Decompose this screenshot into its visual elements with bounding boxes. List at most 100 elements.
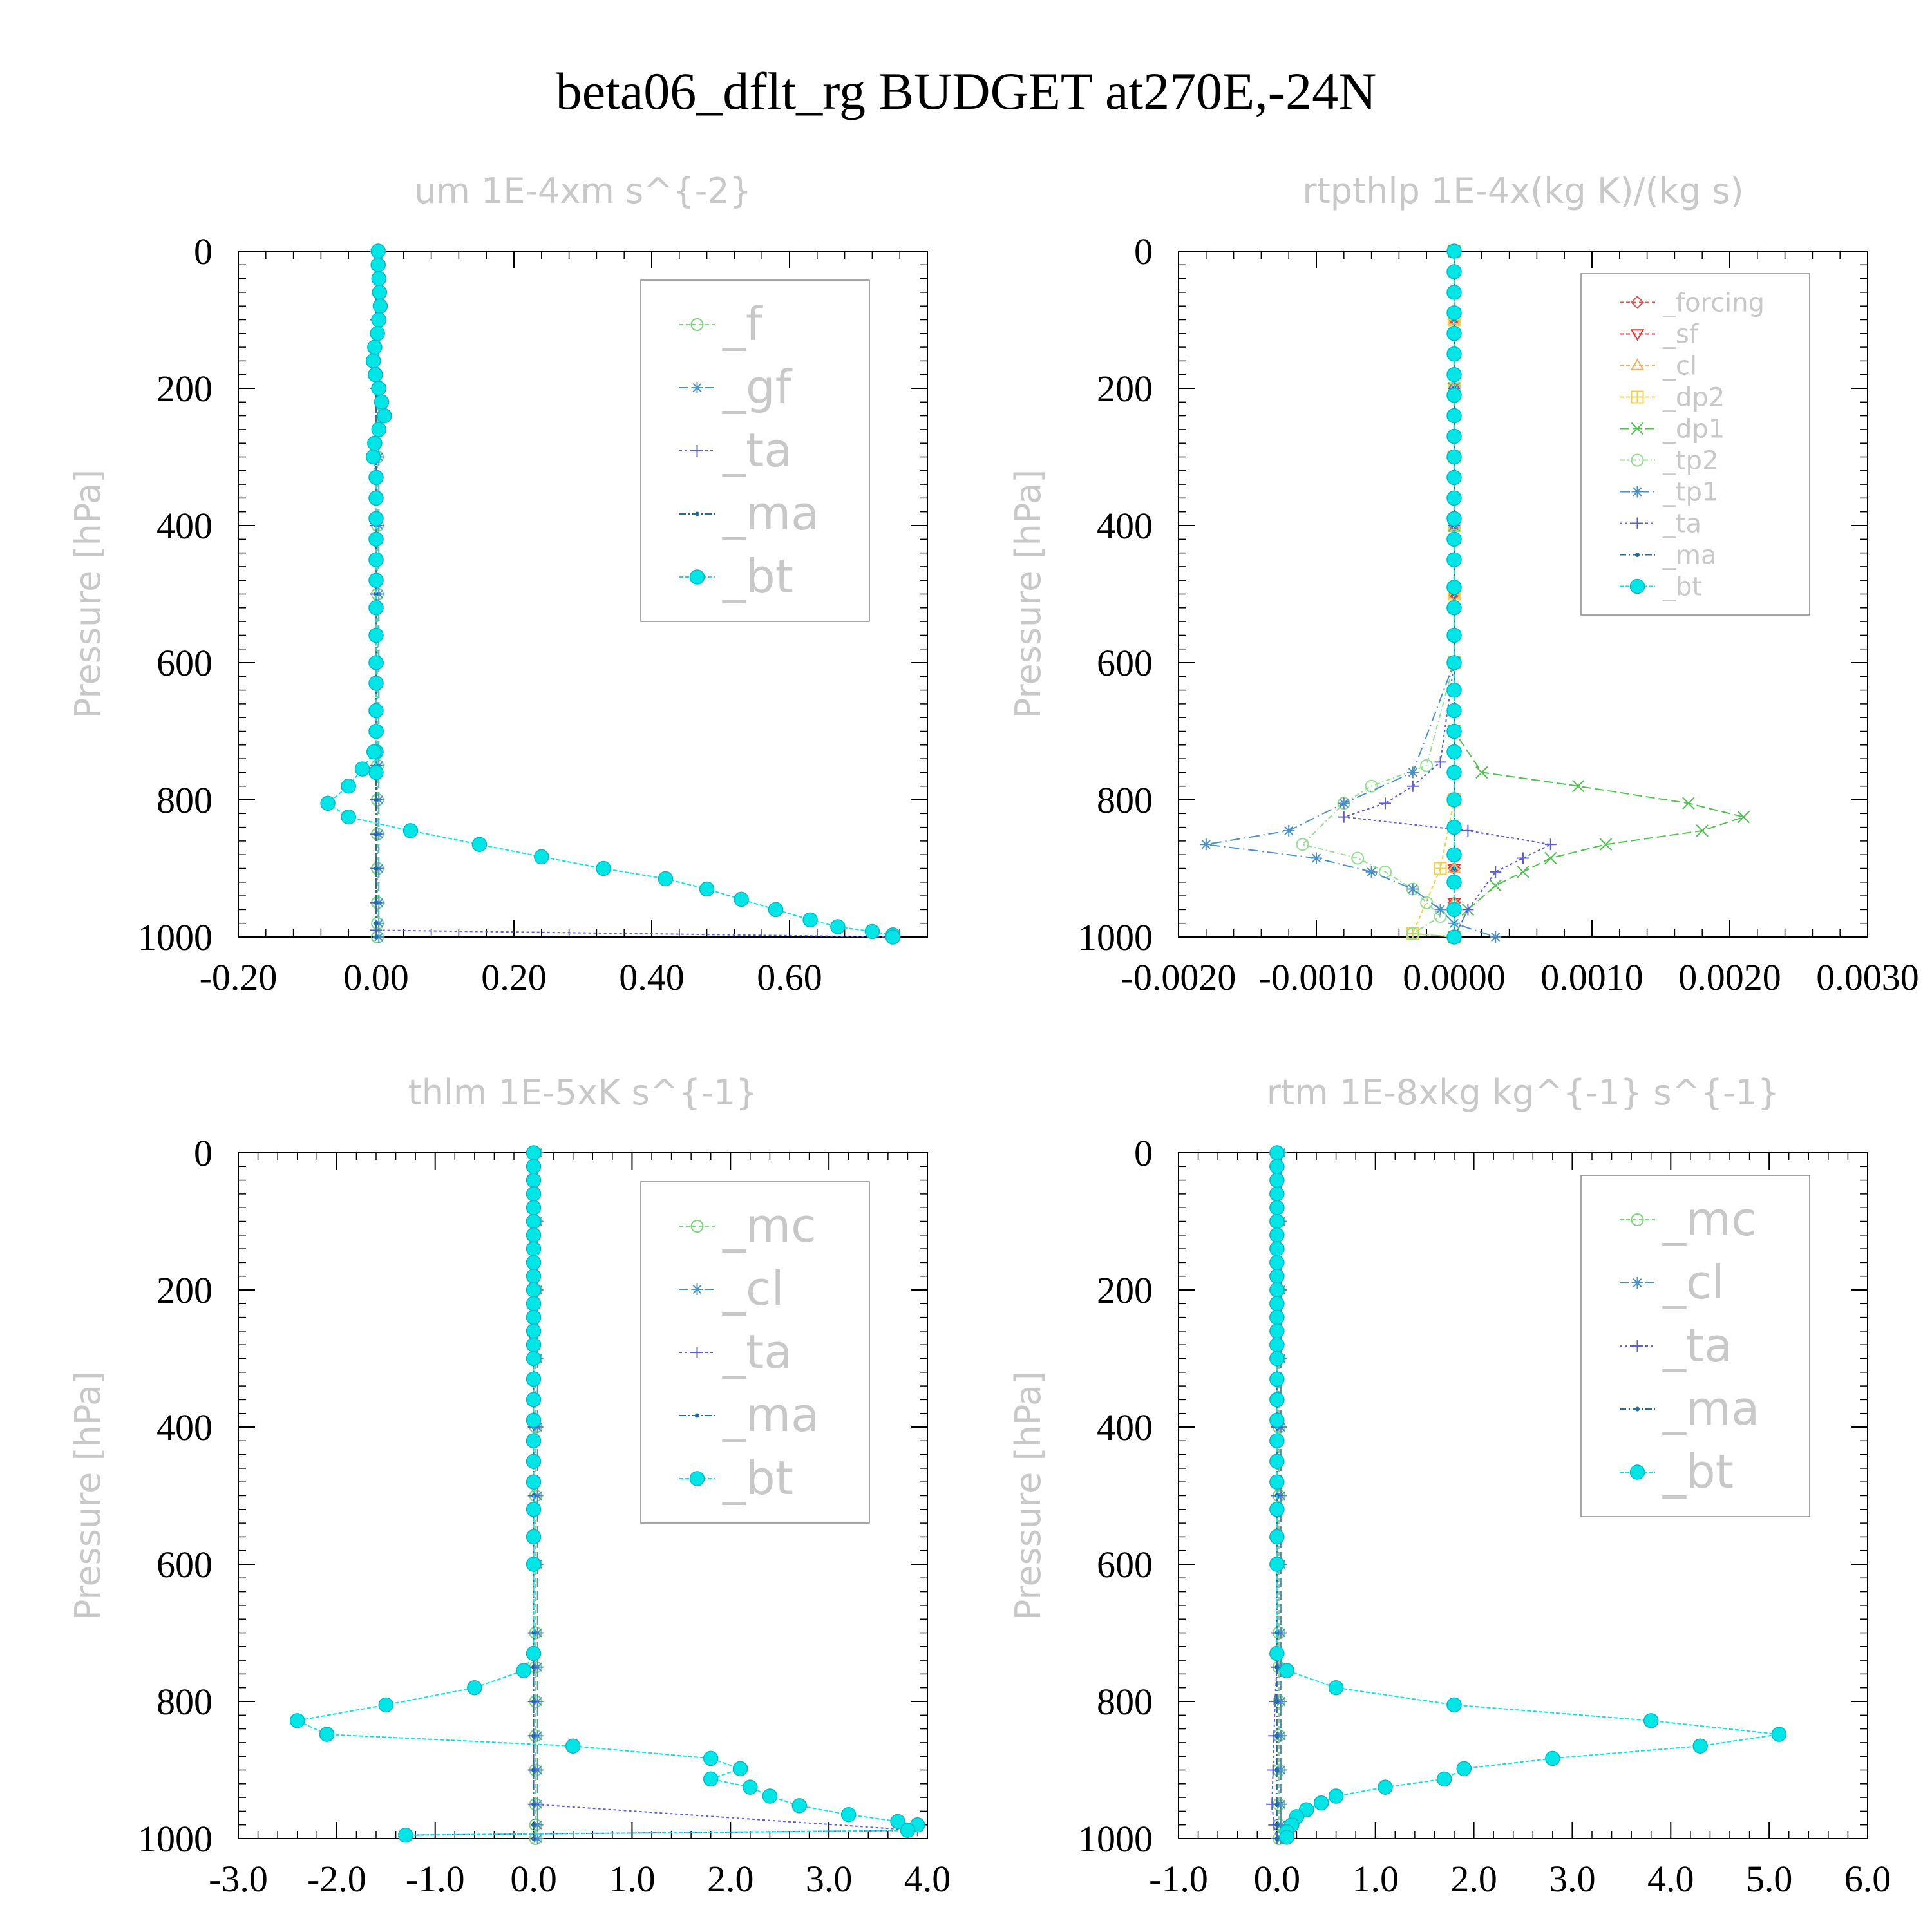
legend-label: _cl: [1662, 1255, 1725, 1309]
data-point: [526, 1392, 542, 1408]
data-point: [732, 1761, 748, 1777]
data-point: [1328, 1788, 1344, 1804]
data-point: [1274, 1768, 1280, 1772]
legend-marker: [1630, 329, 1645, 341]
legend-label: _gf: [722, 360, 793, 414]
data-point: [402, 823, 419, 838]
data-point: [531, 1631, 536, 1635]
data-point: [1269, 1474, 1285, 1490]
data-point: [1269, 1282, 1285, 1298]
y-tick-label: 600: [156, 1544, 213, 1586]
data-point: [368, 655, 384, 670]
figure-title: beta06_dflt_rg BUDGET at270E,-24N: [555, 62, 1377, 120]
y-tick-label: 0: [1134, 1132, 1153, 1174]
series_bt: [1269, 1145, 1787, 1845]
data-point: [1599, 838, 1613, 851]
data-point: [368, 723, 384, 739]
data-point: [371, 312, 387, 328]
legend-marker: [695, 511, 699, 516]
data-point: [370, 243, 386, 259]
x-tick-label: 2.0: [707, 1858, 754, 1900]
panel-title: rtpthlp 1E-4x(kg K)/(kg s): [1302, 171, 1743, 211]
x-tick-label: 0.20: [481, 956, 547, 998]
data-point: [374, 921, 379, 926]
data-point: [368, 366, 383, 383]
data-point: [526, 1241, 542, 1256]
data-point: [1296, 838, 1309, 851]
data-point: [1351, 851, 1365, 865]
y-tick-label: 200: [156, 1269, 213, 1311]
data-point: [1446, 600, 1462, 616]
y-tick-label: 1000: [1078, 1818, 1153, 1860]
legend-label: _dp1: [1662, 415, 1725, 444]
data-point: [1269, 1454, 1285, 1469]
data-point: [526, 1502, 542, 1517]
data-point: [531, 1733, 536, 1738]
data-point: [1571, 779, 1585, 793]
data-point: [365, 353, 381, 369]
data-point: [1406, 927, 1419, 940]
data-point: [526, 1255, 542, 1271]
data-point: [1279, 1663, 1294, 1678]
data-point: [526, 1337, 542, 1352]
data-point: [371, 422, 387, 437]
data-point: [840, 1806, 857, 1823]
data-point: [1283, 824, 1295, 837]
data-point: [1406, 780, 1419, 792]
data-point: [1446, 243, 1462, 259]
legend-marker: [691, 445, 703, 457]
data-point: [1269, 1337, 1285, 1352]
data-point: [1643, 1713, 1659, 1728]
data-point: [1274, 1798, 1287, 1810]
legend-label: _bt: [722, 549, 793, 603]
data-point: [1446, 902, 1462, 918]
data-point: [1269, 1200, 1285, 1215]
legend-label: _ma: [1662, 1381, 1759, 1435]
legend-label: _ta: [722, 1325, 792, 1379]
data-point: [1269, 1412, 1285, 1428]
data-point: [1378, 1779, 1393, 1795]
data-point: [368, 676, 384, 691]
data-point: [377, 408, 392, 424]
data-point: [1446, 469, 1462, 486]
data-point: [368, 469, 384, 486]
y-tick-label: 200: [156, 368, 213, 410]
data-point: [1269, 1323, 1285, 1339]
x-tick-label: 4.0: [904, 1858, 951, 1900]
legend-label: _ta: [722, 423, 792, 477]
panel-title: rtm 1E-8xkg kg^{-1} s^{-1}: [1267, 1072, 1780, 1113]
data-point: [1436, 1771, 1452, 1787]
data-point: [1269, 1296, 1285, 1312]
data-point: [365, 449, 381, 465]
data-point: [526, 1412, 542, 1428]
data-point: [1269, 1350, 1285, 1367]
data-point: [1490, 931, 1502, 943]
data-point: [374, 831, 379, 837]
legend-box: [1580, 1175, 1810, 1517]
data-point: [1456, 1761, 1472, 1777]
y-tick-label: 1000: [138, 1818, 213, 1860]
data-point: [1446, 552, 1462, 567]
data-point: [1544, 851, 1557, 865]
data-point: [1269, 1392, 1285, 1408]
data-point: [1269, 1645, 1285, 1662]
y-tick-label: 0: [194, 1132, 213, 1174]
data-point: [1269, 1309, 1285, 1325]
data-point: [368, 573, 384, 588]
data-point: [1446, 264, 1462, 279]
data-point: [1365, 779, 1378, 793]
y-axis-label: Pressure [hPa]: [68, 1371, 108, 1620]
data-point: [791, 1798, 808, 1814]
series-line: [1301, 251, 1455, 938]
data-point: [374, 797, 379, 802]
y-tick-label: 400: [1097, 1406, 1153, 1448]
series_bt: [320, 243, 901, 945]
legend-marker: [1635, 1406, 1640, 1412]
legend-label: _ta: [1662, 509, 1701, 539]
data-point: [531, 1802, 536, 1807]
legend-label: _cl: [1662, 352, 1697, 381]
x-tick-label: 5.0: [1746, 1858, 1793, 1900]
x-tick-label: 0.40: [619, 956, 685, 998]
data-point: [1269, 1172, 1285, 1188]
